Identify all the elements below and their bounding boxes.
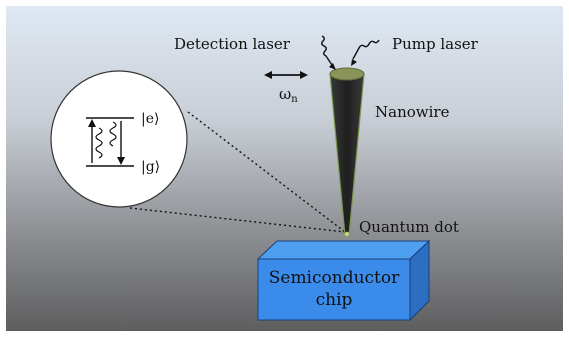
chip-front-face	[257, 258, 411, 321]
double-arrow-icon	[264, 71, 308, 79]
absorbed-photon-wave	[95, 127, 103, 159]
zoom-line-bottom	[129, 207, 346, 233]
detection-laser-label: Detection laser	[174, 35, 291, 53]
nanowire-tip	[329, 67, 365, 81]
ground-state-label: |g⟩	[141, 159, 160, 175]
chip-top-face	[256, 240, 431, 260]
energy-level-inset: |e⟩ |g⟩	[50, 70, 188, 208]
emitted-photon-wave	[109, 121, 117, 147]
pump-laser-icon	[351, 39, 380, 66]
excited-state-label: |e⟩	[141, 111, 159, 127]
semiconductor-chip: Semiconductor chip	[256, 239, 431, 322]
detection-laser-icon	[321, 35, 336, 70]
nanowire-label: Nanowire	[375, 103, 450, 121]
quantum-dot	[344, 231, 350, 237]
nanowire	[329, 67, 365, 237]
pump-laser-label: Pump laser	[392, 35, 479, 53]
chip-label-line1: Semiconductor	[269, 268, 400, 288]
chip-label-line2: chip	[316, 290, 353, 310]
quantum-dot-label: Quantum dot	[359, 218, 459, 236]
omega-n-label: ωn	[279, 85, 298, 105]
